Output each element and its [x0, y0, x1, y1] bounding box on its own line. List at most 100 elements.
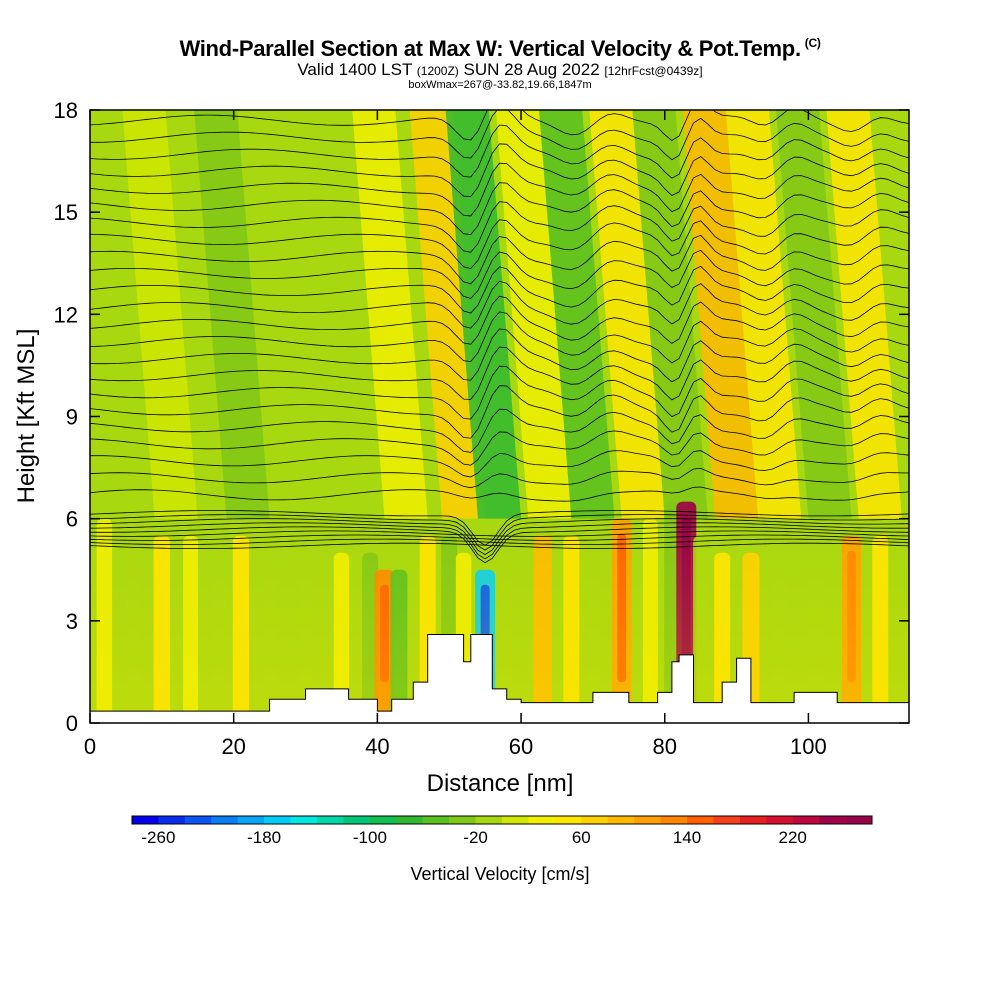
upper-band — [409, 110, 486, 519]
y-tick-label: 3 — [66, 609, 78, 634]
y-tick-label: 15 — [54, 200, 78, 225]
y-tick-label: 6 — [66, 507, 78, 532]
colorbar-swatch — [819, 816, 846, 824]
colorbar-swatch — [237, 816, 265, 824]
colorbar-swatch — [132, 816, 159, 824]
theta-contour — [90, 162, 909, 217]
upper-band — [194, 110, 270, 519]
box-wmax-line: boxWmax=267@-33.82,19.66,1847m — [408, 79, 592, 91]
x-tick-label: 0 — [84, 734, 96, 759]
colorbar-swatch — [660, 816, 688, 824]
chart-title: Wind-Parallel Section at Max W: Vertical… — [179, 36, 821, 61]
upper-band — [122, 110, 198, 519]
colorbar-swatch — [396, 816, 424, 824]
theta-contour — [90, 542, 909, 549]
theta-contour — [90, 265, 909, 314]
colorbar-tick-label: 140 — [673, 828, 701, 847]
theta-contour — [90, 467, 909, 489]
upper-band — [589, 110, 665, 519]
theta-contour — [90, 143, 909, 197]
x-tick-label: 40 — [365, 734, 389, 759]
theta-contour — [90, 110, 909, 141]
colorbar-swatch — [607, 816, 635, 824]
theta-contour — [90, 526, 909, 564]
potential-temperature-contours — [90, 110, 909, 564]
colorbar-swatch — [554, 816, 582, 824]
colorbar-swatch — [369, 816, 397, 824]
colorbar-swatch — [792, 816, 820, 824]
theta-contour — [90, 365, 909, 420]
colorbar-swatch — [422, 816, 450, 824]
colorbar-frame — [131, 815, 873, 825]
theta-contour — [90, 385, 909, 439]
colorbar-swatch — [475, 816, 503, 824]
colorbar-swatch — [343, 816, 371, 824]
y-tick-label: 0 — [66, 711, 78, 736]
upper-band — [90, 110, 134, 519]
colorbar-swatch — [713, 816, 741, 824]
colorbar-tick-label: -100 — [353, 828, 387, 847]
upper-band — [826, 110, 902, 519]
x-tick-label: 80 — [652, 734, 676, 759]
colorbar-swatch — [184, 816, 212, 824]
y-axis: 0 3 6 9 12 15 18 — [54, 98, 909, 736]
y-tick-label: 9 — [66, 405, 78, 430]
colorbar-swatch — [449, 816, 476, 824]
colorbar-swatch — [845, 816, 873, 824]
upper-band — [539, 110, 615, 519]
colorbar-swatch — [766, 816, 794, 824]
colorbar-tick-label: -260 — [141, 828, 175, 847]
colorbar-swatch — [158, 816, 186, 824]
colorbar-tick-label: 60 — [572, 828, 591, 847]
colorbar-swatch — [211, 816, 239, 824]
upper-band — [682, 110, 759, 519]
theta-contour — [90, 234, 909, 285]
theta-contour — [90, 346, 909, 401]
theta-contour — [90, 514, 909, 551]
y-tick-label: 18 — [54, 98, 78, 123]
x-tick-label: 20 — [221, 734, 245, 759]
y-tick-label: 12 — [54, 302, 78, 327]
colorbar-swatch — [317, 816, 344, 824]
colorbar-tick-label: -180 — [247, 828, 281, 847]
theta-contour — [90, 486, 909, 502]
x-tick-label: 60 — [509, 734, 533, 759]
x-axis-label: Distance [nm] — [427, 770, 574, 797]
upper-band — [445, 110, 522, 519]
upper-band — [266, 110, 342, 519]
colorbar-tick-labels: -260 -180 -100 -20 60 140 220 — [141, 828, 807, 847]
theta-contour — [90, 280, 909, 329]
theta-contour — [90, 538, 909, 545]
colorbar-tick-label: 220 — [779, 828, 807, 847]
colorbar-swatch — [264, 816, 291, 824]
upper-band — [632, 110, 708, 519]
theta-contour — [90, 430, 909, 466]
valid-time-line: Valid 1400 LST (1200Z) SUN 28 Aug 2022 [… — [297, 60, 703, 79]
plot-area — [90, 110, 909, 723]
upper-band — [495, 110, 572, 519]
theta-contour — [90, 328, 909, 383]
theta-contour — [90, 450, 909, 478]
colorbar-swatch — [290, 816, 318, 824]
y-axis-label: Height [Kft MSL] — [13, 329, 40, 504]
colorbar-swatch — [634, 816, 661, 824]
theta-contour — [90, 182, 909, 236]
colorbar-title: Vertical Velocity [cm/s] — [410, 864, 590, 884]
theta-contour — [90, 249, 909, 299]
colorbar-swatch — [687, 816, 714, 824]
theta-contour — [90, 201, 909, 253]
copyright-mark: (C) — [804, 36, 821, 50]
theta-contour — [90, 295, 909, 345]
colorbar-swatch — [581, 816, 609, 824]
theta-contour — [90, 110, 909, 161]
theta-contour — [90, 311, 909, 364]
x-axis: 0 20 40 60 80 100 — [84, 110, 827, 759]
colorbar-tick-label: -20 — [463, 828, 488, 847]
theta-contour — [90, 518, 909, 556]
theta-contour — [90, 510, 909, 546]
colorbar-swatch — [528, 816, 556, 824]
colorbar — [131, 815, 873, 825]
upper-band — [776, 110, 852, 519]
colorbar-swatch — [502, 816, 529, 824]
